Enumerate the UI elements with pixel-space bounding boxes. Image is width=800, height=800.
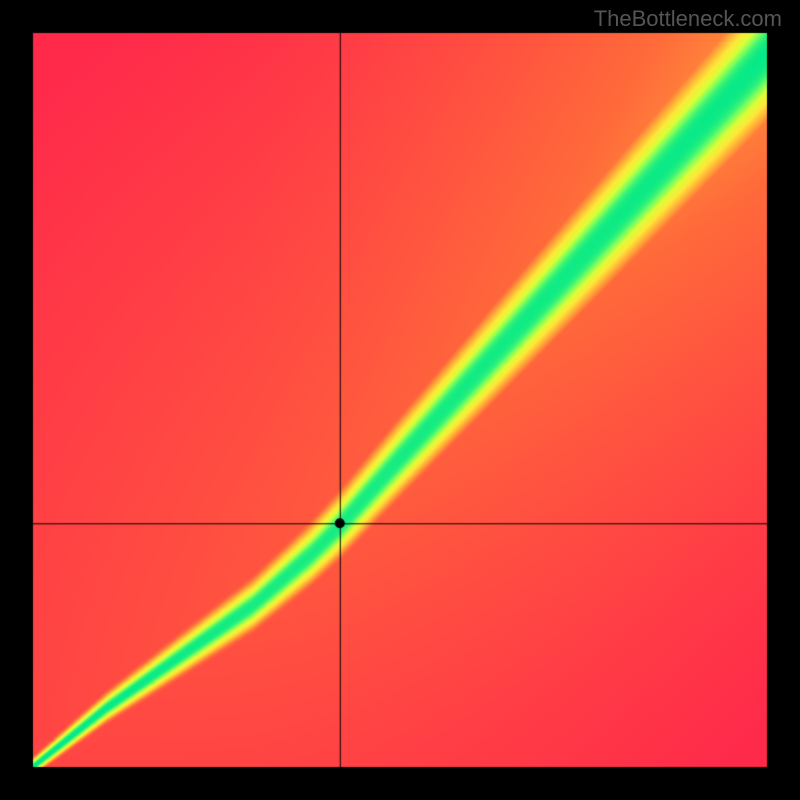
heatmap-canvas bbox=[0, 0, 800, 800]
watermark-text: TheBottleneck.com bbox=[594, 6, 782, 32]
chart-container: TheBottleneck.com bbox=[0, 0, 800, 800]
